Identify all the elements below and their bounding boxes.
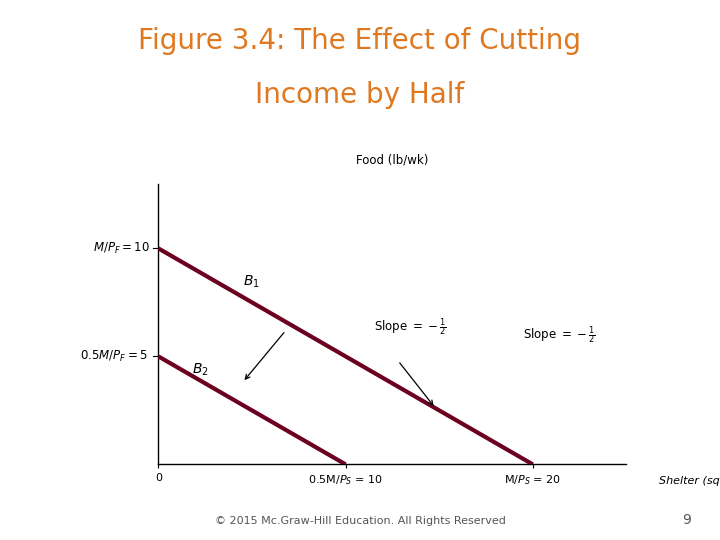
Text: $B_1$: $B_1$ — [243, 273, 259, 289]
Text: 9: 9 — [683, 512, 691, 526]
Text: $M/P_F = 10$: $M/P_F = 10$ — [93, 241, 150, 256]
Text: Food (lb/wk): Food (lb/wk) — [356, 154, 428, 167]
Text: $B_2$: $B_2$ — [192, 362, 209, 378]
Text: Shelter (sq yd/wk): Shelter (sq yd/wk) — [660, 476, 720, 485]
Text: Slope $= -\frac{1}{2}$: Slope $= -\frac{1}{2}$ — [523, 325, 596, 346]
Text: Slope $= -\frac{1}{2}$: Slope $= -\frac{1}{2}$ — [374, 316, 446, 338]
Text: Figure 3.4: The Effect of Cutting: Figure 3.4: The Effect of Cutting — [138, 27, 582, 55]
Text: $0.5M/P_F = 5$: $0.5M/P_F = 5$ — [80, 349, 148, 364]
Text: Income by Half: Income by Half — [256, 81, 464, 109]
Text: © 2015 Mc.Graw-Hill Education. All Rights Reserved: © 2015 Mc.Graw-Hill Education. All Right… — [215, 516, 505, 526]
